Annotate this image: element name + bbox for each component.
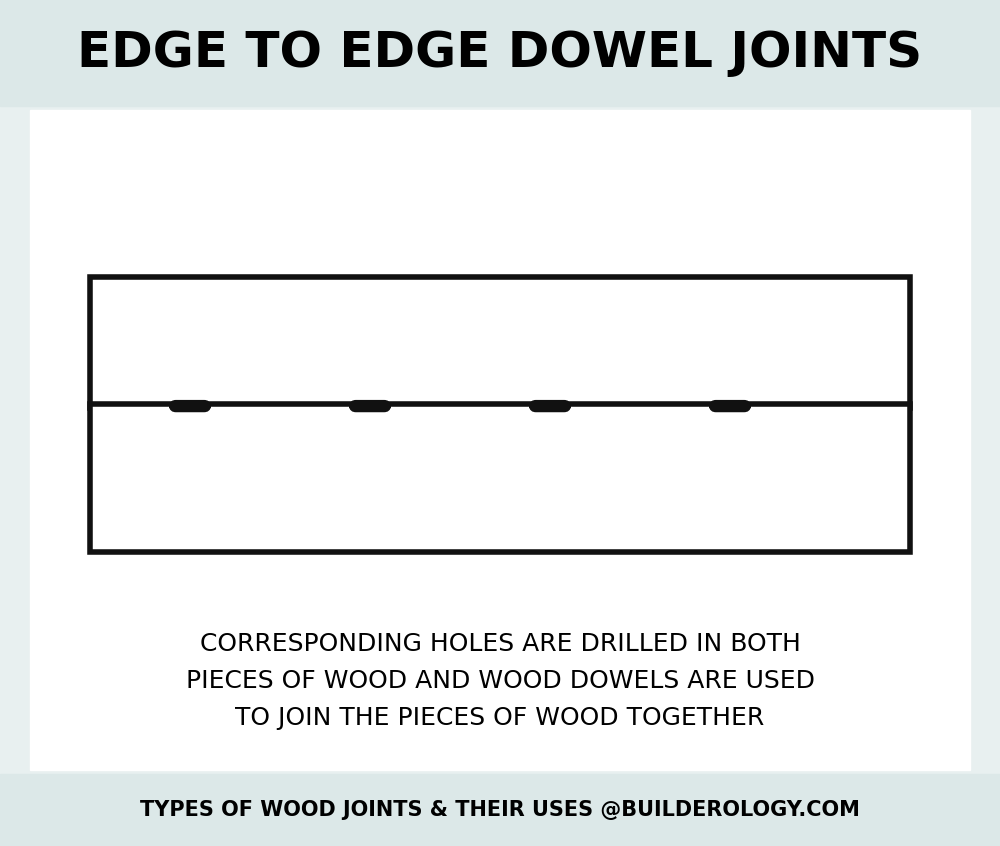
FancyBboxPatch shape [172, 405, 208, 409]
FancyBboxPatch shape [712, 405, 748, 409]
FancyBboxPatch shape [172, 403, 208, 408]
Text: TYPES OF WOOD JOINTS & THEIR USES @BUILDEROLOGY.COM: TYPES OF WOOD JOINTS & THEIR USES @BUILD… [140, 800, 860, 820]
FancyBboxPatch shape [532, 403, 568, 408]
Bar [0, 0, 1000, 106]
FancyBboxPatch shape [532, 405, 568, 409]
FancyBboxPatch shape [352, 405, 388, 409]
FancyBboxPatch shape [712, 403, 748, 408]
FancyBboxPatch shape [90, 277, 910, 409]
Text: EDGE TO EDGE DOWEL JOINTS: EDGE TO EDGE DOWEL JOINTS [77, 29, 923, 77]
Text: CORRESPONDING HOLES ARE DRILLED IN BOTH
PIECES OF WOOD AND WOOD DOWELS ARE USED
: CORRESPONDING HOLES ARE DRILLED IN BOTH … [186, 632, 814, 730]
Bar [0, 774, 1000, 846]
FancyBboxPatch shape [352, 403, 388, 408]
FancyBboxPatch shape [90, 404, 910, 552]
Bar [30, 110, 970, 770]
